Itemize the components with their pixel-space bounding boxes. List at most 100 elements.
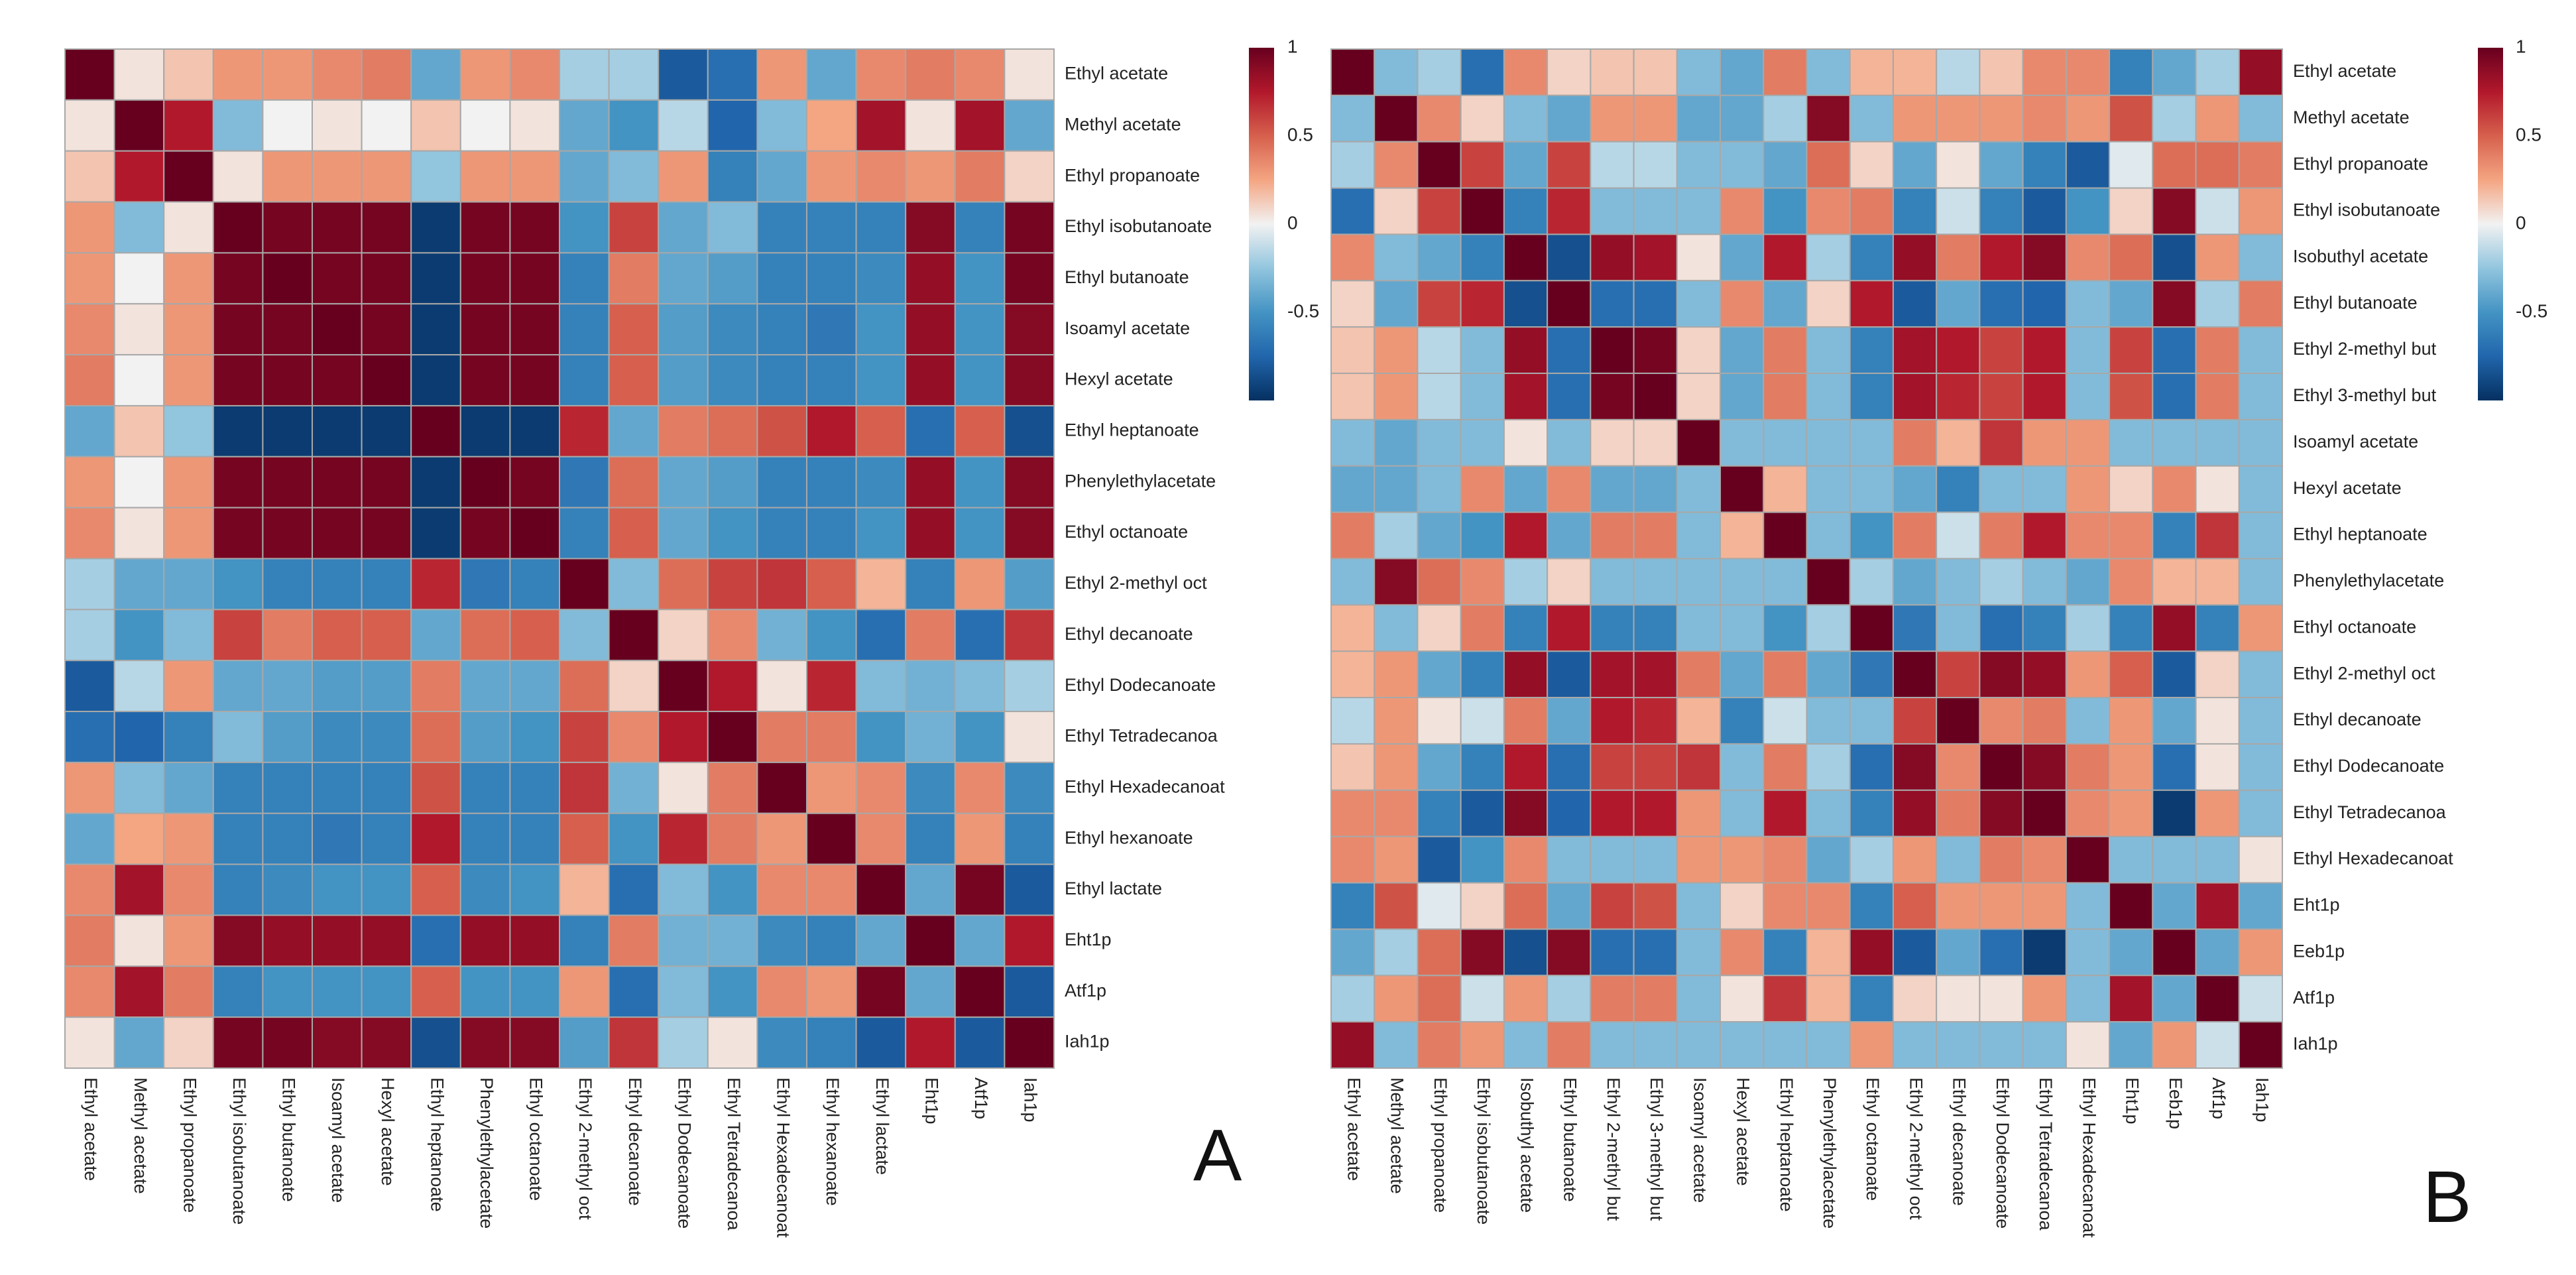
heatmap-cell <box>2065 94 2111 143</box>
heatmap-cell <box>1720 1021 1765 1069</box>
heatmap-cell <box>509 965 561 1018</box>
heatmap-cell <box>410 201 461 254</box>
heatmap-cell <box>2152 697 2197 745</box>
heatmap-cell <box>1547 835 1592 884</box>
heatmap-cell <box>1503 1021 1549 1069</box>
heatmap-cell <box>1763 94 1808 143</box>
heatmap-cell <box>1849 975 1894 1023</box>
heatmap-cell <box>1720 141 1765 189</box>
heatmap-cell <box>361 455 412 509</box>
heatmap-cell <box>2022 558 2067 606</box>
heatmap-cell <box>1763 975 1808 1023</box>
heatmap-cell <box>163 558 214 611</box>
heatmap-cell <box>1720 789 1765 837</box>
heatmap-cell <box>2109 604 2154 652</box>
heatmap-cell <box>1892 975 1938 1023</box>
heatmap-cell <box>1547 882 1592 930</box>
heatmap-cell <box>2195 975 2240 1023</box>
heatmap-cell <box>509 507 561 560</box>
heatmap-cell <box>1374 94 1419 143</box>
heatmap-cell <box>1676 187 1722 235</box>
heatmap-cell <box>1590 326 1635 375</box>
heatmap-cell <box>2022 789 2067 837</box>
heatmap-cell <box>262 761 313 814</box>
heatmap-cell <box>1330 373 1376 420</box>
heatmap-cell <box>1503 882 1549 930</box>
heatmap-cell <box>1849 373 1894 420</box>
heatmap-cell <box>2238 604 2284 652</box>
heatmap-cell <box>262 609 313 662</box>
heatmap-cell <box>113 965 165 1018</box>
heatmap-cell <box>608 354 660 406</box>
heatmap-cell <box>64 354 115 406</box>
heatmap-cell <box>1004 965 1055 1018</box>
heatmap-cell <box>855 252 907 305</box>
heatmap-cell <box>1330 743 1376 791</box>
heatmap-cell <box>1849 604 1894 652</box>
heatmap-cell <box>1763 928 1808 977</box>
heatmap-cell <box>2152 882 2197 930</box>
column-label: Ethyl isobutanoate <box>229 1077 249 1225</box>
heatmap-cell <box>1547 558 1592 606</box>
heatmap-cell <box>806 711 857 763</box>
heatmap-cell <box>1004 303 1055 356</box>
heatmap-cell <box>1417 233 1462 282</box>
heatmap-cell <box>262 914 313 967</box>
heatmap-cell <box>1892 48 1938 96</box>
heatmap-cell <box>855 965 907 1018</box>
heatmap-cell <box>1763 835 1808 884</box>
column-label: Ethyl 2-methyl but <box>1604 1077 1623 1221</box>
heatmap-cell <box>459 303 511 356</box>
heatmap-cell <box>1330 187 1376 235</box>
heatmap-cell <box>64 252 115 305</box>
heatmap-cell <box>756 965 808 1018</box>
column-label: Isobuthyl acetate <box>1517 1077 1537 1213</box>
heatmap-cell <box>905 609 956 662</box>
heatmap-cell <box>2022 94 2067 143</box>
heatmap-cell <box>658 404 709 457</box>
heatmap-cell <box>212 99 264 152</box>
heatmap-cell <box>707 863 758 916</box>
heatmap-cell <box>1330 558 1376 606</box>
heatmap-cell <box>1417 558 1462 606</box>
heatmap-cell <box>1590 373 1635 420</box>
heatmap-cell <box>806 660 857 713</box>
heatmap-cell <box>707 761 758 814</box>
heatmap-cell <box>2065 187 2111 235</box>
heatmap-cell <box>806 914 857 967</box>
heatmap-cell <box>1330 975 1376 1023</box>
heatmap-cell <box>1633 326 1678 375</box>
heatmap-cell <box>1720 650 1765 699</box>
heatmap-cell <box>707 914 758 967</box>
heatmap-cell <box>806 303 857 356</box>
heatmap-cell <box>2109 465 2154 513</box>
heatmap-cell <box>212 48 264 101</box>
heatmap-cell <box>756 507 808 560</box>
heatmap-cell <box>509 660 561 713</box>
heatmap-cell <box>312 558 363 611</box>
heatmap-cell <box>1503 373 1549 420</box>
heatmap-cell <box>113 660 165 713</box>
heatmap-cell <box>1503 94 1549 143</box>
heatmap-cell <box>361 609 412 662</box>
heatmap-cell <box>1849 465 1894 513</box>
row-label: Ethyl heptanoate <box>2293 524 2428 544</box>
heatmap-cell <box>113 507 165 560</box>
heatmap-cell <box>1849 141 1894 189</box>
heatmap-cell <box>459 201 511 254</box>
heatmap-cell <box>1374 882 1419 930</box>
heatmap-cell <box>64 914 115 967</box>
column-label: Ethyl acetate <box>81 1077 101 1181</box>
heatmap-cell <box>2109 418 2154 467</box>
heatmap-cell <box>262 812 313 865</box>
heatmap-cell <box>1417 141 1462 189</box>
heatmap-cell <box>1676 928 1722 977</box>
heatmap-cell <box>1720 326 1765 375</box>
heatmap-cell <box>2065 1021 2111 1069</box>
heatmap-cell <box>658 558 709 611</box>
heatmap-cell <box>2065 835 2111 884</box>
heatmap-cell <box>1590 975 1635 1023</box>
heatmap-cell <box>1936 928 1981 977</box>
heatmap-cell <box>64 303 115 356</box>
heatmap-cell <box>658 99 709 152</box>
